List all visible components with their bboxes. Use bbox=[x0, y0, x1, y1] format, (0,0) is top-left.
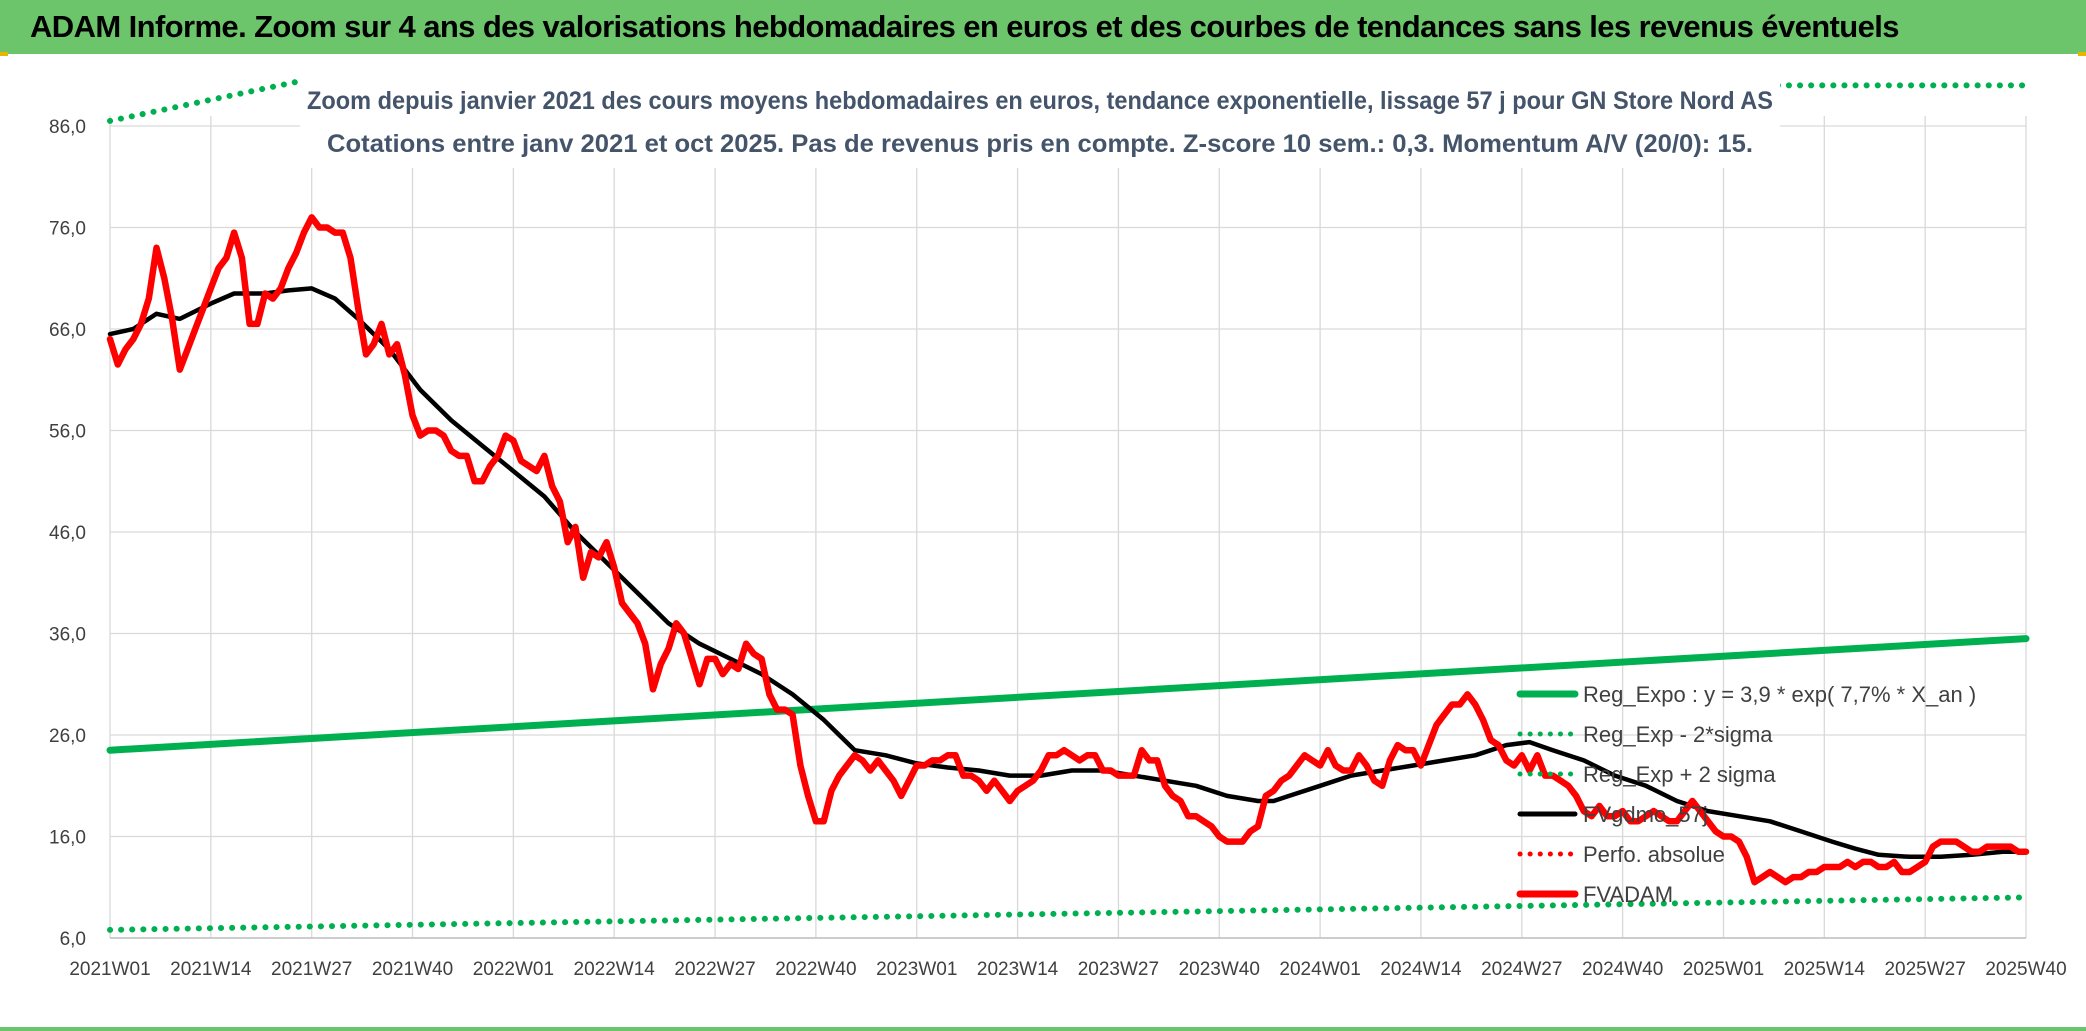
reg-exp-minus-2sigma-line bbox=[107, 894, 2029, 933]
y-tick-label: 86,0 bbox=[49, 117, 86, 138]
fvadam-line bbox=[106, 214, 2030, 886]
x-tick-label: 2025W27 bbox=[1884, 959, 1965, 980]
y-tick-label: 26,0 bbox=[49, 726, 86, 747]
x-tick-label: 2025W01 bbox=[1683, 959, 1764, 980]
legend-label-perfo-absolue: Perfo. absolue bbox=[1583, 842, 1725, 867]
x-tick-label: 2021W40 bbox=[372, 959, 453, 980]
series-layer bbox=[106, 77, 2030, 933]
banner-corner-right bbox=[2078, 52, 2086, 56]
chart-title-line2: Cotations entre janv 2021 et oct 2025. P… bbox=[327, 130, 1753, 158]
x-tick-label: 2021W01 bbox=[69, 959, 150, 980]
x-tick-label: 2025W40 bbox=[1985, 959, 2066, 980]
bottom-rule bbox=[0, 1027, 2086, 1031]
y-tick-label: 36,0 bbox=[49, 625, 86, 646]
y-tick-label: 16,0 bbox=[49, 828, 86, 849]
subtitle-background bbox=[300, 72, 1780, 168]
x-tick-label: 2022W40 bbox=[775, 959, 856, 980]
y-tick-label: 46,0 bbox=[49, 523, 86, 544]
x-tick-label: 2024W40 bbox=[1582, 959, 1663, 980]
x-tick-label: 2024W01 bbox=[1279, 959, 1360, 980]
x-tick-label: 2022W27 bbox=[674, 959, 755, 980]
x-axis: 2021W01 2021W14 2021W27 2021W40 2022W01 2022W… bbox=[69, 937, 2067, 980]
x-tick-label: 2025W14 bbox=[1784, 959, 1866, 980]
grid bbox=[109, 116, 2027, 939]
legend-label-reg-exp-plus-2sigma: Reg_Exp + 2 sigma bbox=[1583, 762, 1776, 787]
y-tick-label: 76,0 bbox=[49, 219, 86, 240]
legend-label-reg-exp-minus-2sigma: Reg_Exp - 2*sigma bbox=[1583, 722, 1773, 747]
legend-label-reg-expo: Reg_Expo : y = 3,9 * exp( 7,7% * X_an ) bbox=[1583, 682, 1976, 707]
x-tick-label: 2023W01 bbox=[876, 959, 957, 980]
x-tick-label: 2023W40 bbox=[1179, 959, 1260, 980]
reg-exp-plus-2sigma-line bbox=[107, 77, 307, 124]
y-tick-label: 56,0 bbox=[49, 422, 86, 443]
x-tick-label: 2021W27 bbox=[271, 959, 352, 980]
reg-expo-line bbox=[106, 635, 2030, 754]
x-tick-label: 2024W27 bbox=[1481, 959, 1562, 980]
legend: Reg_Expo : y = 3,9 * exp( 7,7% * X_an ) R… bbox=[1516, 682, 1976, 907]
y-axis: 86,0 76,0 66,0 56,0 46,0 36,0 26,0 16,0 6,0 bbox=[49, 117, 86, 950]
legend-label-fvadam: FVADAM bbox=[1583, 882, 1673, 907]
chart-title-line1: Zoom depuis janvier 2021 des cours moyen… bbox=[307, 87, 1773, 115]
y-tick-label: 66,0 bbox=[49, 320, 86, 341]
x-tick-label: 2021W14 bbox=[170, 959, 252, 980]
legend-label-fvgdmo-57j: FVgdmo_57j bbox=[1583, 802, 1708, 827]
x-tick-label: 2022W14 bbox=[574, 959, 656, 980]
banner-corner-left bbox=[0, 52, 8, 56]
x-tick-label: 2024W14 bbox=[1380, 959, 1462, 980]
page-title: ADAM Informe. Zoom sur 4 ans des valoris… bbox=[0, 0, 2086, 54]
x-tick-label: 2022W01 bbox=[473, 959, 554, 980]
x-tick-label: 2023W27 bbox=[1078, 959, 1159, 980]
y-tick-label: 6,0 bbox=[60, 929, 86, 950]
x-tick-label: 2023W14 bbox=[977, 959, 1059, 980]
